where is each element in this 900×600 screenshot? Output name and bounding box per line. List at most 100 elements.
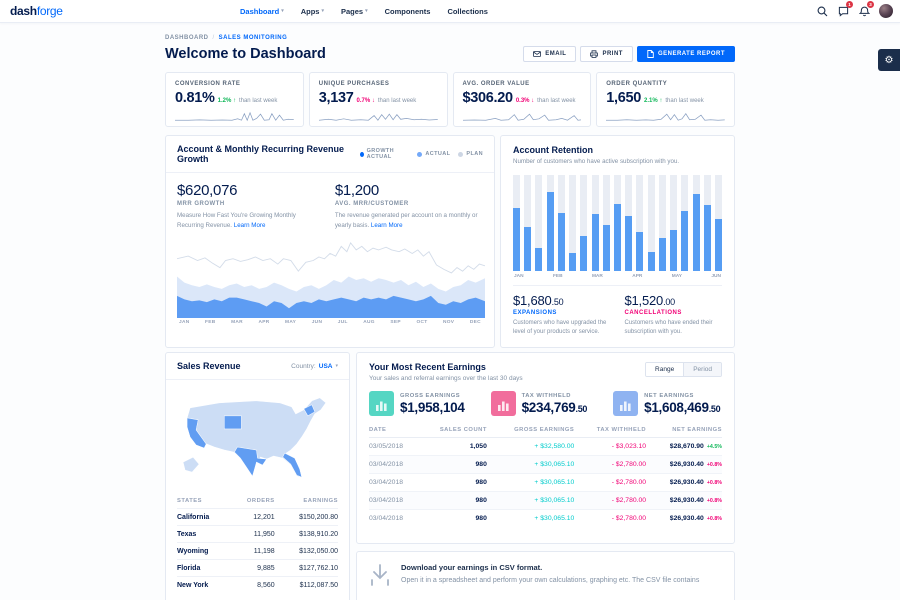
axis-month-label: JAN [514, 274, 524, 279]
retention-bar[interactable] [591, 175, 599, 271]
range-period-toggle: Range Period [645, 362, 722, 377]
retention-stats: $1,680.50 EXPANSIONS Customers who have … [513, 285, 722, 337]
nav-item-pages[interactable]: Pages ▾ [341, 7, 368, 16]
retention-bar[interactable] [625, 175, 633, 271]
earnings-tax-cell: - $2,780.00 [574, 455, 647, 474]
kpi-suffix: than last week [537, 98, 576, 104]
mrr-growth-desc: Measure How Fast You're Growing Monthly … [177, 212, 296, 229]
retention-bar[interactable] [703, 175, 711, 271]
retention-bar[interactable] [513, 175, 520, 271]
mrr-growth-panel: Account & Monthly Recurring Revenue Grow… [165, 135, 495, 348]
user-avatar[interactable] [879, 4, 893, 18]
kpi-order-quantity: ORDER QUANTITY 1,650 2.1% ↑ than last we… [596, 72, 735, 127]
print-button-label: PRINT [602, 51, 623, 57]
kpi-sparkline [462, 113, 582, 121]
earnings-net-cell: $28,670.90 +4.5% [646, 437, 722, 456]
mrr-legend: GROWTH ACTUAL ACTUAL PLAN [359, 148, 483, 160]
earnings-title: Your Most Recent Earnings [369, 362, 486, 372]
table-row[interactable]: California 12,201 $150,200.80 [177, 508, 338, 526]
avg-mrr-label: AVG. MRR/CUSTOMER [334, 201, 409, 207]
net-value: $26,930.40 [669, 515, 704, 522]
breadcrumb-dashboard[interactable]: DASHBOARD [165, 35, 209, 41]
kpi-label: AVG. ORDER VALUE [462, 81, 530, 87]
printer-icon [590, 50, 599, 58]
retention-bar[interactable] [546, 175, 554, 271]
print-button[interactable]: PRINT [580, 46, 633, 62]
breadcrumb-sales-monitoring[interactable]: SALES MONITORING [218, 35, 288, 41]
retention-bar[interactable] [535, 175, 543, 271]
retention-bar[interactable] [670, 175, 678, 271]
earnings-gross-cell: + $30,065.10 [486, 473, 575, 492]
learn-more-link[interactable]: Learn More [370, 221, 403, 229]
kpi-sparkline [175, 111, 294, 122]
legend-item[interactable]: PLAN [458, 148, 483, 160]
csv-download-panel[interactable]: Download your earnings in CSV format. Op… [356, 551, 735, 600]
table-row[interactable]: 03/04/2018 980 + $30,065.10- $2,780.00 $26,… [369, 473, 722, 492]
period-button[interactable]: Period [683, 363, 721, 376]
sales-revenue-title: Sales Revenue [177, 361, 241, 371]
nav-item-apps[interactable]: Apps ▾ [301, 7, 324, 16]
earnings-count-cell: 980 [418, 491, 487, 510]
axis-month-label: OCT [416, 320, 428, 326]
table-row[interactable]: 03/04/2018 980 + $30,065.10- $2,780.00 $26,… [369, 491, 722, 510]
table-row[interactable]: New York 8,560 $112,087.50 [177, 576, 338, 593]
generate-report-label: GENERATE REPORT [657, 51, 725, 57]
nav-item-components[interactable]: Components [385, 7, 431, 16]
retention-bar[interactable] [681, 175, 689, 271]
table-row[interactable]: Florida 9,885 $127,762.10 [177, 559, 338, 577]
net-percent-badge: +0.8% [706, 480, 722, 486]
retention-bar[interactable] [647, 175, 655, 271]
retention-bar[interactable] [613, 175, 621, 271]
table-row[interactable]: 03/04/2018 980 + $30,065.10- $2,780.00 $26,… [369, 455, 722, 474]
state-texas [234, 446, 267, 477]
retention-bar[interactable] [692, 175, 700, 271]
net-value: $28,670.90 [669, 443, 704, 450]
table-row[interactable]: 03/05/2018 1,050 + $32,580.00- $3,023.10 $2… [369, 437, 722, 456]
messages-icon[interactable]: 1 [837, 1, 853, 17]
chevron-down-icon: ▾ [321, 7, 324, 14]
retention-bar[interactable] [602, 175, 610, 271]
state-wyoming [224, 415, 242, 430]
retention-bar[interactable] [714, 175, 722, 271]
earnings-subtitle: Your sales and referral earnings over th… [369, 375, 523, 382]
cancellations-cents: .00 [663, 297, 675, 307]
retention-bar[interactable] [658, 175, 666, 271]
kpi-suffix: than last week [238, 98, 278, 104]
search-icon[interactable] [816, 5, 828, 17]
net-value: $26,930.40 [669, 461, 704, 468]
page-header: DASHBOARD / SALES MONITORING Welcome to … [165, 23, 735, 72]
legend-item[interactable]: GROWTH ACTUAL [359, 148, 410, 160]
kpi-change: 0.7% ↓ [356, 98, 375, 104]
retention-bar[interactable] [524, 175, 532, 271]
settings-button[interactable]: ⚙ [878, 49, 900, 71]
axis-month-label: APR [632, 274, 643, 279]
generate-report-button[interactable]: GENERATE REPORT [636, 46, 735, 62]
table-row[interactable]: 03/04/2018 980 + $30,065.10- $2,780.00 $26,… [369, 509, 722, 527]
retention-bar-fill [625, 216, 633, 271]
top-navbar: dashforge Dashboard ▾ Apps ▾ Pages ▾ Component… [0, 0, 900, 23]
retention-bar-fill [580, 236, 588, 271]
table-row[interactable]: Texas 11,950 $138,910.20 [177, 525, 338, 543]
retention-bar[interactable] [580, 175, 588, 271]
mrr-stats: $620,076 MRR GROWTH Measure How Fast You… [166, 173, 494, 232]
legend-item[interactable]: ACTUAL [417, 148, 450, 160]
sales-earnings-cell: $150,200.80 [274, 508, 338, 526]
retention-bar-fill [636, 231, 644, 271]
retention-bar[interactable] [569, 175, 577, 271]
learn-more-link[interactable]: Learn More [233, 221, 266, 229]
nav-item-collections[interactable]: Collections [447, 7, 487, 16]
sales-column-header: EARNINGS [303, 498, 338, 504]
country-select[interactable]: Country: USA ▾ [291, 363, 338, 370]
logo[interactable]: dashforge [10, 4, 63, 18]
usa-map[interactable] [177, 388, 338, 491]
cancellations-value: $1,520 [624, 293, 664, 308]
email-button[interactable]: EMAIL [523, 46, 577, 62]
retention-bar-fill [714, 219, 722, 271]
retention-bar-fill [513, 207, 520, 271]
nav-item-dashboard[interactable]: Dashboard ▾ [240, 7, 284, 16]
notifications-bell-icon[interactable]: 3 [858, 1, 874, 17]
table-row[interactable]: Wyoming 11,198 $132,050.00 [177, 542, 338, 560]
range-button[interactable]: Range [646, 363, 684, 376]
retention-bar[interactable] [636, 175, 644, 271]
retention-bar[interactable] [557, 175, 565, 271]
